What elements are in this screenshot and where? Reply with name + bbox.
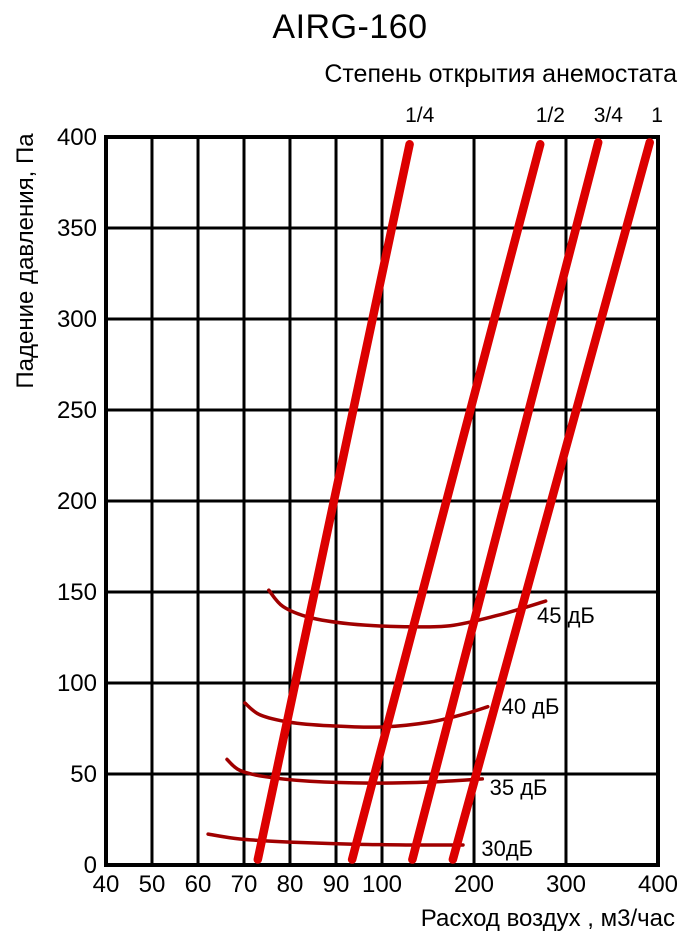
noise-curve-1 — [243, 701, 490, 729]
x-axis-title: Расход воздух , м3/час — [420, 905, 675, 932]
y-tick-label-350: 350 — [57, 215, 97, 242]
x-tick-label-300: 300 — [546, 871, 586, 898]
plot-frame — [104, 135, 660, 867]
chart-subtitle: Степень открытия анемостата — [324, 60, 677, 88]
x-tick-label-60: 60 — [185, 871, 212, 898]
opening-line-label-2: 3/4 — [594, 104, 624, 127]
noise-curve-label-3: 30дБ — [481, 836, 533, 861]
noise-curve-label-2: 35 дБ — [490, 775, 548, 800]
noise-curve-label-0: 45 дБ — [537, 603, 595, 628]
x-tick-label-200: 200 — [454, 871, 494, 898]
opening-line-1 — [347, 140, 545, 864]
x-tick-label-400: 400 — [638, 871, 678, 898]
y-tick-label-100: 100 — [57, 670, 97, 697]
x-tick-label-90: 90 — [323, 871, 350, 898]
x-tick-label-70: 70 — [231, 871, 258, 898]
x-tick-label-40: 40 — [93, 871, 120, 898]
noise-curve-label-1: 40 дБ — [502, 694, 560, 719]
y-tick-label-300: 300 — [57, 306, 97, 333]
opening-line-label-1: 1/2 — [536, 104, 565, 127]
x-tick-label-100: 100 — [362, 871, 402, 898]
opening-line-2 — [408, 138, 603, 864]
opening-line-3 — [448, 138, 654, 864]
x-tick-label-80: 80 — [277, 871, 304, 898]
y-tick-label-50: 50 — [70, 761, 97, 788]
opening-line-label-0: 1/4 — [405, 104, 435, 127]
y-tick-label-0: 0 — [84, 852, 97, 879]
chart-title: AIRG-160 — [272, 8, 428, 46]
x-tick-label-50: 50 — [139, 871, 166, 898]
opening-line-0 — [253, 140, 414, 864]
noise-curve-2 — [225, 757, 485, 785]
noise-curve-0 — [267, 588, 548, 629]
y-tick-label-400: 400 — [57, 124, 97, 151]
y-tick-label-200: 200 — [57, 488, 97, 515]
opening-line-label-3: 1 — [651, 104, 663, 127]
y-tick-label-150: 150 — [57, 579, 97, 606]
y-tick-label-250: 250 — [57, 397, 97, 424]
